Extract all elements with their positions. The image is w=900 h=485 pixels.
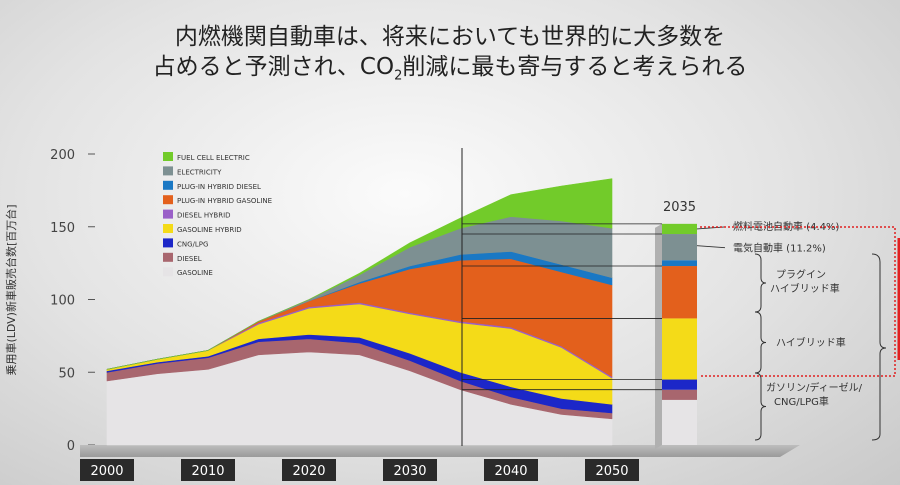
x-tick-box xyxy=(282,459,336,481)
legend-swatch-gasoline xyxy=(163,267,173,277)
plot-area xyxy=(106,148,613,446)
x-tick-label: 2000 xyxy=(90,464,123,479)
y-tick-label: 0 xyxy=(67,439,75,454)
legend-label-diesel: DIESEL xyxy=(177,255,202,263)
bar-2035-label: 2035 xyxy=(663,200,696,215)
legend-label-fuel-cell-electric: FUEL CELL ELECTRIC xyxy=(177,154,250,162)
x-tick-label: 2040 xyxy=(494,464,527,479)
legend-swatch-fuel-cell-electric xyxy=(163,152,173,161)
x-tick-box xyxy=(484,459,538,481)
title-line-1: 内燃機関自動車は、将来においても世界的に大多数を xyxy=(174,24,726,50)
legend-swatch-diesel-hybrid xyxy=(163,209,173,219)
floor xyxy=(80,445,800,457)
bracket-total xyxy=(871,253,887,441)
legend-swatch-diesel xyxy=(163,252,173,262)
bracket-plugin xyxy=(754,253,767,313)
legend-swatch-gasoline-hybrid xyxy=(163,224,173,233)
bar-2035-side xyxy=(655,223,662,449)
bar-2035-segment-diesel xyxy=(662,389,697,400)
x-tick-label: 2030 xyxy=(393,464,426,479)
x-tick-label: 2050 xyxy=(595,464,628,479)
legend-swatch-electricity xyxy=(163,166,173,176)
legend-label-electricity: ELECTRICITY xyxy=(177,168,222,176)
annotation-plugin-1: プラグイン xyxy=(776,268,826,281)
pointer-electric xyxy=(696,245,726,249)
bracket-ice xyxy=(754,372,767,441)
legend-swatch-plug-in-hybrid-gasoline xyxy=(163,195,173,205)
legend-label-gasoline-hybrid: GASOLINE HYBRID xyxy=(177,226,242,234)
bar-2035: 2035 xyxy=(462,200,697,449)
legend-label-diesel-hybrid: DIESEL HYBRID xyxy=(177,212,231,220)
annotation-plugin-2: ハイブリッド車 xyxy=(770,282,840,295)
x-tick-label: 2010 xyxy=(191,464,224,479)
guide-red-dotted xyxy=(700,226,896,377)
annotation-electric: 電気自動車 (11.2%) xyxy=(733,242,826,255)
y-axis-label: 乗用車(LDV)新車販売台数[百万台] xyxy=(4,204,18,375)
annotations: 燃料電池自動車 (4.4%)電気自動車 (11.2%)プラグインハイブリッド車ハ… xyxy=(696,220,900,441)
annotation-hybrid: ハイブリッド車 xyxy=(776,336,846,349)
bar-2035-segment-cng-lpg xyxy=(662,379,697,390)
title-line-2-post: 削減に最も寄与すると考えられる xyxy=(402,54,748,80)
legend-label-gasoline: GASOLINE xyxy=(177,269,213,277)
title-line-2: 占めると予測され、CO2削減に最も寄与すると考えられる xyxy=(0,52,900,92)
x-tick-box xyxy=(383,459,437,481)
x-tick-box xyxy=(80,459,134,481)
legend-swatch-cng-lpg xyxy=(163,238,173,248)
y-tick-label: 150 xyxy=(50,221,75,236)
y-tick-label: 50 xyxy=(58,366,75,381)
y-tick-label: 100 xyxy=(50,294,75,309)
x-axis: 2000 2010 2020 2030 2040 2050 xyxy=(80,459,639,481)
bar-2035-segment-plug-in-hybrid-gasoline xyxy=(662,266,697,319)
x-tick-box xyxy=(585,459,639,481)
bar-2035-segment-plug-in-hybrid-diesel xyxy=(662,260,697,267)
chart-title: 内燃機関自動車は、将来においても世界的に大多数を 占めると予測され、CO2削減に… xyxy=(0,22,900,92)
legend-label-cng-lpg: CNG/LPG xyxy=(177,240,208,248)
legend: FUEL CELL ELECTRIC ELECTRICITY PLUG-IN HYB… xyxy=(163,152,272,277)
title-line-2-pre: 占めると予測され、CO xyxy=(152,54,395,80)
x-tick-label: 2020 xyxy=(292,464,325,479)
bracket-hybrid xyxy=(754,311,767,374)
y-axis: 乗用車(LDV)新車販売台数[百万台] 0 50 100 150 200 xyxy=(4,148,95,454)
bar-2035-segment-fuel-cell-electric xyxy=(662,223,697,235)
legend-label-plug-in-hybrid-gasoline: PLUG-IN HYBRID GASOLINE xyxy=(177,197,272,205)
area-fuel-cell-electric xyxy=(106,178,613,370)
x-tick-box xyxy=(181,459,235,481)
bar-2035-segment-electricity xyxy=(662,234,697,261)
annotation-ice-1: ガソリン/ディーゼル/ xyxy=(766,381,863,394)
title-subscript: 2 xyxy=(394,68,403,84)
annotation-ice-2: CNG/LPG車 xyxy=(774,395,829,408)
legend-swatch-plug-in-hybrid-diesel xyxy=(163,180,173,190)
annotation-fuel-cell: 燃料電池自動車 (4.4%) xyxy=(733,220,839,233)
bar-2035-segment-gasoline-hybrid xyxy=(662,318,697,380)
y-tick-label: 200 xyxy=(50,148,75,163)
legend-label-plug-in-hybrid-diesel: PLUG-IN HYBRID DIESEL xyxy=(177,183,261,191)
bar-2035-segment-gasoline xyxy=(662,399,697,445)
